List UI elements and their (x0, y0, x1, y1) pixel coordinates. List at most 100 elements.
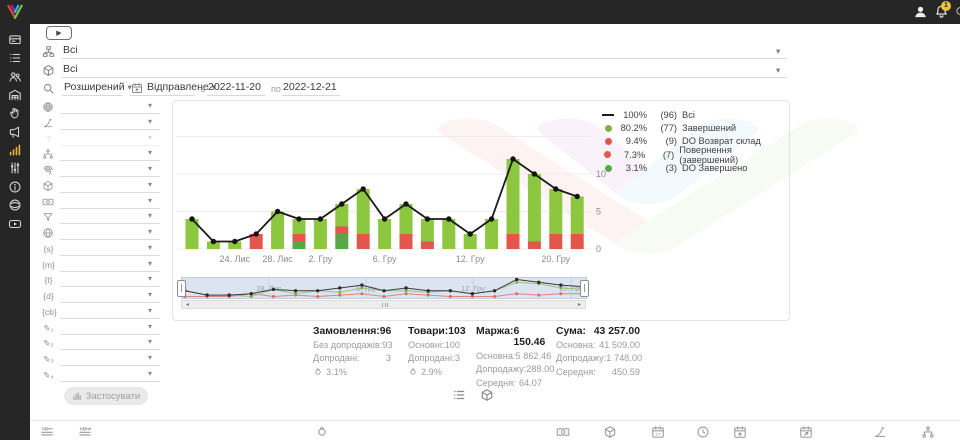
custom-field-3-dropdown-caret[interactable]: ▾ (148, 353, 153, 362)
legend-item[interactable]: 100% (96) Всі (601, 108, 789, 121)
bar-segment[interactable] (356, 234, 370, 249)
filter-row-custom-field-4[interactable]: ✎₄ ▾ (40, 368, 165, 383)
line-marker[interactable] (381, 216, 388, 222)
line-marker[interactable] (232, 238, 238, 245)
filter-row-utm-source[interactable]: {s} ▾ (40, 242, 165, 257)
line-marker[interactable] (510, 156, 516, 162)
date-to-input[interactable]: 2022-12-21 (283, 81, 337, 93)
toolbar-structure-icon[interactable] (921, 425, 935, 439)
toolbar-calendar-link-icon[interactable] (799, 425, 813, 439)
bar-segment[interactable] (570, 234, 584, 249)
user-avatar-icon[interactable] (913, 4, 928, 19)
date-type-select[interactable]: Відправлене ▾ (147, 81, 216, 93)
utm-medium-dropdown-caret[interactable]: ▾ (148, 258, 153, 268)
toolbar-calendar-sent-icon[interactable] (733, 425, 747, 439)
sidebar-item-info[interactable] (8, 180, 22, 194)
line-marker[interactable] (553, 186, 559, 192)
navigator-left-handle[interactable] (177, 280, 186, 297)
toolbar-payment-icon[interactable] (556, 425, 570, 439)
line-marker[interactable] (296, 216, 302, 222)
bar-segment[interactable] (463, 234, 477, 249)
bar-segment[interactable] (527, 241, 541, 250)
filter-row-plan[interactable]: ▾ (40, 116, 165, 131)
utm-source-dropdown-caret[interactable]: ▾ (148, 242, 153, 252)
toggle-products-view-icon[interactable] (480, 388, 494, 402)
app-logo[interactable] (5, 2, 25, 22)
bar-segment[interactable] (399, 241, 413, 250)
line-marker[interactable] (446, 216, 452, 222)
bar-segment[interactable] (335, 226, 349, 235)
bar-segment[interactable] (292, 234, 306, 242)
legend-item[interactable]: 80.2% (77) Завершений (601, 121, 789, 134)
line-marker[interactable] (467, 231, 473, 237)
line-marker[interactable] (488, 216, 495, 222)
bar-segment[interactable] (399, 204, 413, 234)
bar-segment[interactable] (292, 219, 306, 234)
toolbar-plan-chart-icon[interactable] (873, 425, 887, 439)
filter-row-utm-term[interactable]: {t} ▾ (40, 273, 165, 288)
date-from-input[interactable]: 2022-11-20 (208, 81, 261, 93)
scroll-right-arrow[interactable]: ▸ (577, 302, 581, 308)
bar-segment[interactable] (292, 241, 306, 250)
line-marker[interactable] (339, 201, 345, 207)
custom-field-2-dropdown-caret[interactable]: ▾ (148, 337, 153, 347)
apply-button[interactable]: Застосувати (64, 387, 148, 405)
bar-segment[interactable] (271, 211, 285, 250)
utm-content-dropdown-caret[interactable]: ▾ (148, 290, 153, 299)
toolbar-ids-list-alt-icon[interactable] (78, 425, 92, 439)
tutorial-play-button[interactable]: ▶ (46, 26, 72, 40)
toolbar-products-icon[interactable] (603, 425, 617, 439)
toolbar-ids-list-icon[interactable] (40, 425, 54, 439)
toolbar-time-icon[interactable] (696, 425, 710, 439)
sidebar-item-analytics[interactable] (8, 143, 22, 157)
product-filter-underline[interactable] (62, 77, 787, 78)
bar-segment[interactable] (249, 234, 263, 249)
toggle-orders-list-view-icon[interactable] (452, 388, 466, 402)
payment-dropdown-caret[interactable]: ▾ (148, 195, 153, 205)
filter-row-product[interactable]: ▾ (40, 179, 165, 194)
bar-segment[interactable] (506, 234, 520, 249)
bar-segment[interactable] (335, 204, 349, 227)
legend-item[interactable]: 7.3% (7) Повернення (завершений) (601, 145, 789, 165)
line-marker[interactable] (317, 216, 324, 222)
bar-segment[interactable] (506, 159, 520, 234)
line-marker[interactable] (189, 216, 195, 222)
filter-row-manager[interactable]: ▾ (40, 163, 165, 178)
help-dropdown-caret[interactable]: ▾ (148, 132, 153, 142)
filter-row-funnel[interactable]: ▾ (40, 210, 165, 225)
product-dropdown-caret[interactable]: ▾ (148, 179, 153, 189)
bar-segment[interactable] (549, 189, 563, 234)
navigator-right-handle[interactable] (580, 280, 589, 297)
filter-row-structure[interactable]: ▾ (40, 147, 165, 162)
bar-segment[interactable] (335, 234, 349, 249)
bar-segment[interactable] (442, 219, 456, 249)
chart-navigator[interactable]: 28. Лис 5. Гру 12. Гру 19. Гру (181, 277, 587, 299)
sidebar-item-marketing[interactable] (8, 125, 22, 139)
toolbar-cup-icon[interactable] (315, 425, 329, 439)
bar-segment[interactable] (399, 234, 413, 242)
main-chart[interactable]: 0 5 10 24. Лис 28. Лис 2. Гру 6. Гру 12. Гру 20.… (173, 101, 789, 273)
direction-dropdown-caret[interactable]: ▾ (776, 46, 781, 56)
legend-item[interactable]: 3.1% (3) DO Завершено (601, 162, 789, 175)
legend-item[interactable]: 9.4% (9) DO Возврат склад (601, 135, 789, 148)
line-marker[interactable] (253, 231, 259, 237)
manager-dropdown-caret[interactable]: ▾ (148, 164, 153, 173)
filter-row-utm-content[interactable]: {d} ▾ (40, 289, 165, 304)
sidebar-item-warehouse[interactable] (8, 88, 22, 102)
filter-row-source[interactable]: ▾ (40, 226, 165, 241)
sidebar-item-support[interactable] (8, 198, 22, 212)
filter-row-custom-field-3[interactable]: ✎₃ ▾ (40, 352, 165, 367)
bar-segment[interactable] (228, 241, 242, 250)
custom-field-4-dropdown-caret[interactable]: ▾ (148, 368, 153, 378)
sidebar-item-engagement[interactable] (8, 106, 22, 120)
line-marker[interactable] (210, 238, 217, 245)
line-marker[interactable] (531, 171, 538, 177)
filter-row-utm-campaign[interactable]: {cb} ▾ (40, 305, 165, 320)
sidebar-item-settings[interactable] (8, 161, 22, 175)
bar-segment[interactable] (356, 189, 370, 234)
bar-segment[interactable] (485, 219, 499, 249)
toolbar-calendar-date-icon[interactable]: 17 (651, 425, 665, 439)
line-marker[interactable] (424, 216, 431, 222)
filter-row-help[interactable]: ? ▾ (40, 132, 165, 147)
scrollbar-grip[interactable] (379, 302, 391, 307)
